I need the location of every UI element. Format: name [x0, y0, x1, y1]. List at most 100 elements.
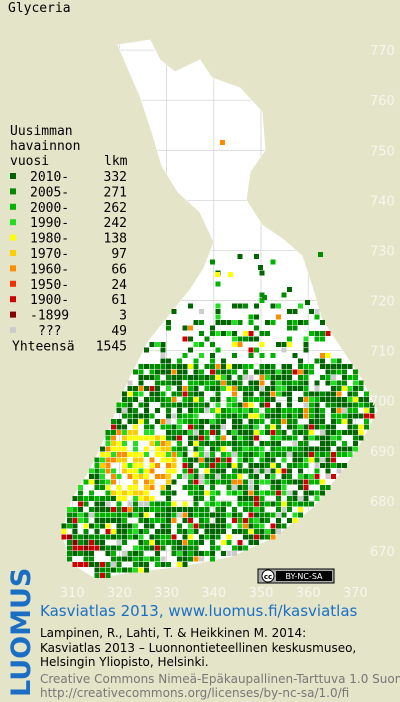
record-cell [243, 529, 248, 534]
record-cell [199, 380, 204, 386]
record-cell [94, 463, 100, 468]
record-cell [210, 474, 215, 479]
record-cell [325, 452, 331, 457]
record-cell [116, 457, 122, 463]
record-cell [72, 518, 78, 523]
record-cell [116, 402, 122, 408]
legend-count: 271 [104, 185, 127, 200]
record-cell [259, 529, 265, 534]
record-cell [303, 347, 309, 353]
record-cell [265, 490, 270, 496]
record-cell [193, 457, 199, 463]
record-cell [270, 441, 276, 446]
record-cell [193, 364, 199, 369]
record-cell [353, 402, 358, 408]
record-cell [226, 457, 232, 463]
record-cell [226, 402, 232, 408]
record-cell [276, 430, 281, 435]
record-cell [215, 479, 221, 485]
record-cell [298, 507, 303, 512]
record-cell [215, 501, 221, 507]
record-cell [226, 386, 232, 391]
record-cell [259, 402, 265, 408]
record-cell [243, 386, 248, 391]
record-cell [160, 523, 166, 529]
record-cell [342, 463, 347, 468]
record-cell [248, 419, 254, 424]
record-cell [144, 452, 149, 457]
record-cell [226, 479, 232, 485]
legend-swatch [10, 188, 16, 195]
record-cell [314, 496, 320, 501]
record-cell [221, 457, 226, 463]
record-cell [248, 496, 254, 501]
record-cell [276, 501, 281, 507]
record-cell [188, 424, 193, 430]
legend-count: 24 [111, 278, 127, 293]
record-cell [281, 342, 287, 347]
record-cell [303, 474, 309, 479]
record-cell [320, 485, 325, 490]
record-cell [72, 534, 78, 540]
legend-header: Uusimman [10, 124, 73, 139]
record-cell [116, 529, 122, 534]
record-cell [105, 463, 111, 468]
record-cell [270, 529, 276, 534]
record-cell [320, 479, 325, 485]
record-cell [116, 419, 122, 424]
record-cell [320, 364, 325, 369]
record-cell [325, 364, 331, 369]
record-cell [210, 380, 215, 386]
record-cell [232, 320, 237, 325]
record-cell [281, 391, 287, 397]
record-cell [221, 320, 226, 325]
record-cell [100, 518, 105, 523]
record-cell [281, 380, 287, 386]
record-cell [248, 457, 254, 463]
record-cell [237, 496, 243, 501]
record-cell [342, 364, 347, 369]
legend-label: 1990- [30, 216, 69, 231]
record-cell [210, 479, 215, 485]
record-cell [298, 397, 303, 402]
record-cell [111, 567, 116, 573]
record-cell [314, 331, 320, 336]
record-cell [166, 501, 171, 507]
record-cell [138, 529, 144, 534]
record-cell [188, 490, 193, 496]
record-cell [155, 391, 160, 397]
record-cell [325, 369, 331, 375]
record-cell [364, 413, 369, 419]
record-cell [182, 534, 188, 540]
record-cell [303, 457, 309, 463]
record-cell [111, 529, 116, 534]
record-cell [210, 485, 215, 490]
record-cell [193, 380, 199, 386]
record-cell [78, 534, 83, 540]
record-cell [320, 375, 325, 380]
record-cell [83, 562, 89, 567]
record-cell [177, 430, 182, 435]
record-cell [248, 485, 254, 490]
record-cell [144, 424, 149, 430]
record-cell [177, 364, 182, 369]
record-cell [105, 523, 111, 529]
legend-count: 332 [104, 170, 127, 185]
record-cell [210, 534, 215, 540]
record-cell [133, 479, 138, 485]
record-cell [232, 413, 237, 419]
record-cell [171, 457, 177, 463]
record-cell [210, 512, 215, 518]
record-cell [221, 413, 226, 419]
record-cell [254, 347, 259, 353]
record-cell [171, 402, 177, 408]
record-cell [204, 518, 210, 523]
record-cell [166, 408, 171, 413]
record-cell [226, 501, 232, 507]
record-cell [144, 446, 149, 452]
record-cell [182, 540, 188, 545]
record-cell [358, 424, 364, 430]
record-cell [127, 402, 133, 408]
record-cell [287, 479, 292, 485]
